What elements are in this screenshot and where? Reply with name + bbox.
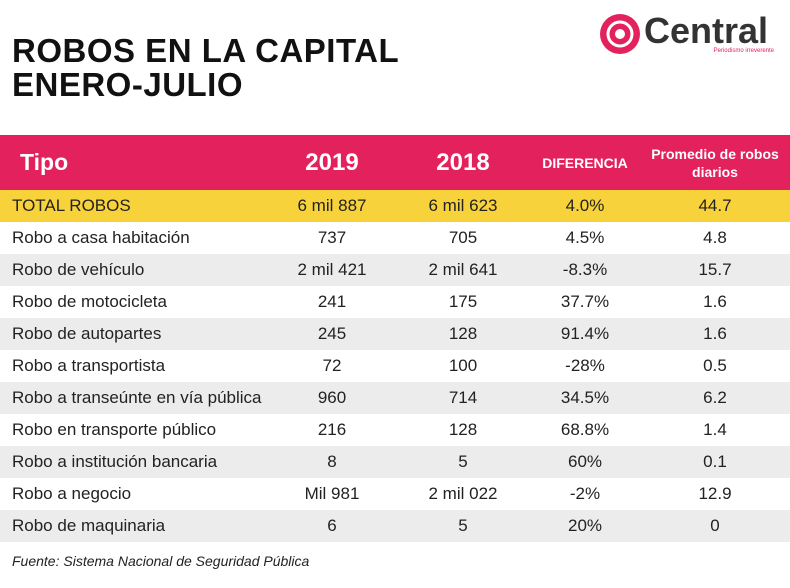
- table-cell: Robo a transportista: [12, 356, 166, 375]
- table-cell: -28%: [565, 356, 605, 375]
- table-cell: 0.1: [703, 452, 727, 471]
- table-row: Robo a transeúnte en vía pública 960 714 34…: [0, 382, 790, 414]
- table-cell: 128: [448, 324, 478, 343]
- table-cell: 72: [322, 356, 342, 375]
- table-cell: Robo de autopartes: [12, 324, 162, 343]
- table-cell: 37.7%: [560, 292, 610, 311]
- title-line: ENERO-JULIO: [12, 66, 244, 103]
- table-cell: 1.6: [703, 292, 727, 311]
- table-cell: 705: [448, 228, 478, 247]
- title-line: ROBOS EN LA CAPITAL: [12, 32, 400, 69]
- table-cell: 737: [317, 228, 347, 247]
- table-cell: 8: [327, 452, 337, 471]
- table-cell: 60%: [567, 452, 603, 471]
- column-header: Tipo: [20, 149, 69, 175]
- table-cell: 1.6: [703, 324, 727, 343]
- column-header: 2018: [436, 148, 490, 176]
- table-cell: 5: [458, 516, 468, 535]
- table-row: Robo a transportista 72 100 -28% 0.5: [0, 350, 790, 382]
- table-cell: 6 mil 887: [297, 196, 367, 215]
- column-header: 2019: [305, 148, 359, 176]
- table-cell: 100: [448, 356, 478, 375]
- table-cell: 1.4: [703, 420, 727, 439]
- table-cell: 34.5%: [560, 388, 610, 407]
- table-cell: 6: [327, 516, 337, 535]
- table-row: Robo de motocicleta 241 175 37.7% 1.6: [0, 286, 790, 318]
- logo-name: Central: [644, 10, 769, 51]
- table-cell: 960: [317, 388, 347, 407]
- table-cell: Robo de maquinaria: [12, 516, 166, 535]
- table-row: Robo a negocio Mil 981 2 mil 022 -2% 12.9: [0, 478, 790, 510]
- table-row: Robo de autopartes 245 128 91.4% 1.6: [0, 318, 790, 350]
- table-row: Robo en transporte público 216 128 68.8% 1.4: [0, 414, 790, 446]
- table-cell: 175: [448, 292, 478, 311]
- column-header: DIFERENCIA: [542, 154, 628, 171]
- column-header: Promedio de robos diarios: [651, 145, 779, 180]
- table-cell: Robo a casa habitación: [12, 228, 190, 247]
- table-cell: 216: [317, 420, 347, 439]
- table-cell: 245: [317, 324, 347, 343]
- table-cell: 12.9: [698, 484, 732, 503]
- table-row: Robo a institución bancaria 8 5 60% 0.1: [0, 446, 790, 478]
- table-cell: 2 mil 421: [297, 260, 367, 279]
- table-cell: 4.5%: [565, 228, 605, 247]
- table-cell: 15.7: [698, 260, 732, 279]
- table-cell: Robo a transeúnte en vía pública: [12, 388, 262, 407]
- table-cell: 0: [710, 516, 720, 535]
- table-row: Robo a casa habitación 737 705 4.5% 4.8: [0, 222, 790, 254]
- table-row: Robo de vehículo 2 mil 421 2 mil 641 -8.3% 1…: [0, 254, 790, 286]
- logo-icon: [600, 14, 640, 54]
- logo-tagline: Periodismo irreverente: [713, 48, 774, 54]
- table-cell: 6 mil 623: [428, 196, 498, 215]
- table-cell: 44.7: [698, 196, 732, 215]
- table-cell: 128: [448, 420, 478, 439]
- logo: Central Periodismo irreverente: [598, 10, 778, 60]
- table-cell: Robo a negocio: [12, 484, 132, 503]
- table-row: Robo de maquinaria 6 5 20% 0: [0, 510, 790, 542]
- table-cell: 5: [458, 452, 468, 471]
- total-row: TOTAL ROBOS 6 mil 887 6 mil 623 4.0% 44.7: [0, 190, 790, 222]
- table-cell: 714: [448, 388, 478, 407]
- table-cell: -8.3%: [562, 260, 608, 279]
- table-cell: Robo de vehículo: [12, 260, 145, 279]
- table-cell: Robo en transporte público: [12, 420, 217, 439]
- table: Tipo 2019 2018 DIFERENCIA Promedio de robos …: [0, 135, 790, 542]
- table-cell: 91.4%: [560, 324, 610, 343]
- table-cell: Robo a institución bancaria: [12, 452, 218, 471]
- table-cell: TOTAL ROBOS: [12, 196, 131, 215]
- table-cell: 4.8: [703, 228, 727, 247]
- header-row: Tipo 2019 2018 DIFERENCIA Promedio de robos …: [0, 135, 790, 190]
- table-cell: Robo de motocicleta: [12, 292, 167, 311]
- source: Fuente: Sistema Nacional de Seguridad Pú…: [12, 553, 310, 569]
- table-cell: -2%: [569, 484, 601, 503]
- table-cell: 241: [317, 292, 347, 311]
- table-cell: 2 mil 022: [428, 484, 498, 503]
- table-cell: 6.2: [703, 388, 727, 407]
- table-cell: 68.8%: [560, 420, 610, 439]
- title: ROBOS EN LA CAPITAL ENERO-JULIO: [12, 34, 399, 102]
- table-cell: 4.0%: [565, 196, 605, 215]
- table-cell: Mil 981: [304, 484, 360, 503]
- table-cell: 20%: [567, 516, 603, 535]
- table-cell: 0.5: [703, 356, 727, 375]
- table-cell: 2 mil 641: [428, 260, 498, 279]
